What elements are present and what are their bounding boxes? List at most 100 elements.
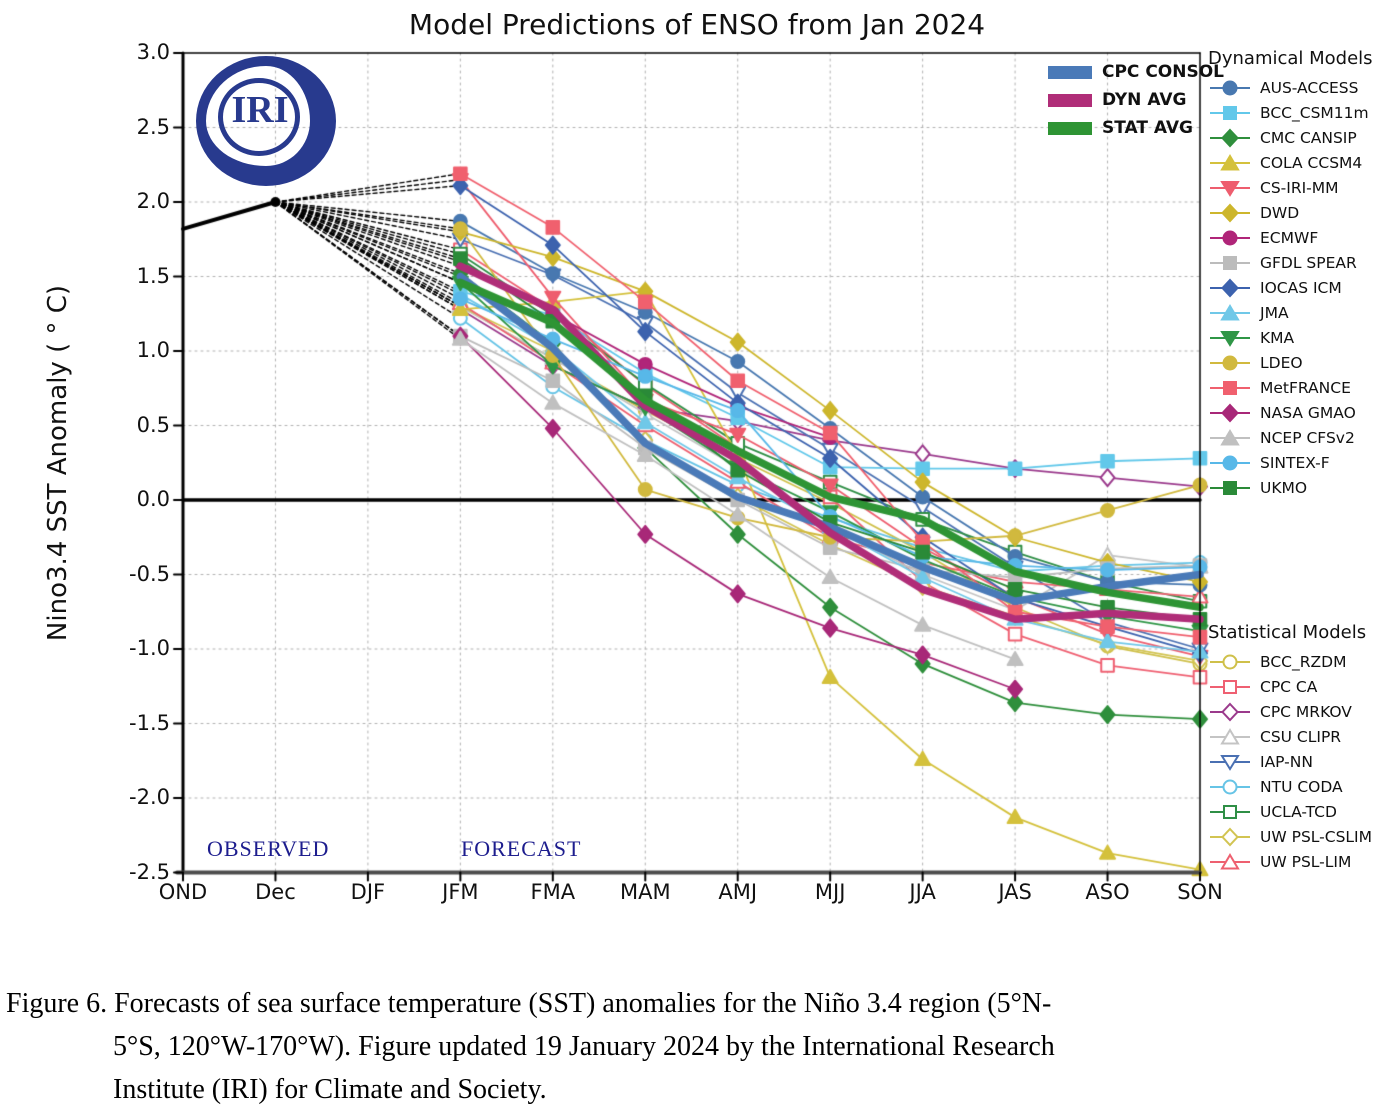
legend-item-label: CS-IRI-MM [1260, 178, 1339, 197]
dynamical-models-header: Dynamical Models [1208, 48, 1373, 69]
triangle-down-marker-icon [1210, 754, 1250, 771]
legend-item-label: UCLA-TCD [1260, 802, 1337, 821]
caption-line-2: 5°S, 120°W-170°W). Figure updated 19 Jan… [113, 1031, 1055, 1062]
legend-item: NASA GMAO [1208, 400, 1392, 425]
legend-item: IAP-NN [1208, 749, 1392, 774]
legend-item-label: JMA [1260, 303, 1289, 322]
y-tick-label: 1.0 [136, 338, 170, 362]
square-marker-icon [1210, 804, 1250, 819]
legend-item-label: DWD [1260, 203, 1300, 222]
statistical-models-header: Statistical Models [1208, 622, 1367, 643]
figure-caption: Figure 6. Forecasts of sea surface tempe… [0, 982, 1394, 1111]
x-tick-label: DJF [350, 880, 386, 904]
legend-item-label: CPC CA [1260, 677, 1318, 696]
iri-logo-text: IRI [231, 89, 289, 131]
legend-item: UW PSL-CSLIM [1208, 824, 1392, 849]
legend-item-label: BCC_RZDM [1260, 652, 1347, 671]
legend-item-label: GFDL SPEAR [1260, 253, 1357, 272]
statistical-models-panel: Statistical Models BCC_RZDM CPC CA CPC M… [1208, 622, 1392, 874]
y-tick-label: 1.5 [136, 263, 170, 288]
legend-item-label: CMC CANSIP [1260, 128, 1357, 147]
legend-item-label: LDEO [1260, 353, 1303, 372]
circle-marker-icon [1210, 779, 1250, 794]
legend-item: SINTEX-F [1208, 450, 1392, 475]
legend-item-label: AUS-ACCESS [1260, 78, 1359, 97]
legend-item: ECMWF [1208, 225, 1392, 250]
legend-item: MetFRANCE [1208, 375, 1392, 400]
iri-logo-inner-ring [218, 78, 300, 156]
avg-legend-item: STAT AVG [1048, 114, 1224, 142]
chart-title: Model Predictions of ENSO from Jan 2024 [408, 8, 986, 41]
avg-legend-label: STAT AVG [1102, 118, 1193, 138]
legend-item-label: CSU CLIPR [1260, 727, 1342, 746]
legend-item-label: BCC_CSM11m [1260, 103, 1369, 122]
triangle-up-marker-icon [1210, 428, 1250, 445]
legend-item-label: MetFRANCE [1260, 378, 1351, 397]
legend-item-label: CPC MRKOV [1260, 702, 1352, 721]
y-axis-label: Nino3.4 SST Anomaly ( ° C) [43, 284, 73, 642]
circle-marker-icon [1210, 355, 1250, 370]
legend-item-label: KMA [1260, 328, 1295, 347]
forecast-label: FORECAST [461, 836, 582, 861]
legend-item-label: ECMWF [1260, 228, 1319, 247]
legend-item-label: IOCAS ICM [1260, 278, 1342, 297]
legend-item-label: UW PSL-CSLIM [1260, 827, 1372, 846]
circle-marker-icon [1210, 230, 1250, 245]
legend-item: AUS-ACCESS [1208, 75, 1392, 100]
legend-item: CPC MRKOV [1208, 699, 1392, 724]
legend-item: UW PSL-LIM [1208, 849, 1392, 874]
statistical-models-list: BCC_RZDM CPC CA CPC MRKOV CSU CLIPR IAP-… [1208, 649, 1392, 874]
legend-item: UCLA-TCD [1208, 799, 1392, 824]
legend-item: LDEO [1208, 350, 1392, 375]
legend-item: UKMO [1208, 475, 1392, 500]
legend-item-label: UW PSL-LIM [1260, 852, 1352, 871]
legend-item: BCC_RZDM [1208, 649, 1392, 674]
legend-item: DWD [1208, 200, 1392, 225]
avg-legend-label: CPC CONSOL [1102, 62, 1225, 82]
legend-item: NCEP CFSv2 [1208, 425, 1392, 450]
circle-marker-icon [1210, 654, 1250, 669]
diamond-marker-icon [1210, 278, 1250, 297]
triangle-down-marker-icon [1210, 180, 1250, 197]
dynamical-models-list: AUS-ACCESS BCC_CSM11m CMC CANSIP COLA CC… [1208, 75, 1392, 500]
caption-line-1: Figure 6. Forecasts of sea surface tempe… [6, 988, 1052, 1019]
x-tick-label: ASO [1085, 880, 1130, 904]
triangle-up-marker-icon [1210, 153, 1250, 170]
legend-item-label: NTU CODA [1260, 777, 1343, 796]
square-marker-icon [1210, 255, 1250, 270]
legend-item: CMC CANSIP [1208, 125, 1392, 150]
square-marker-icon [1210, 105, 1250, 120]
x-tick-label: JFM [442, 880, 479, 904]
x-tick-label: MJJ [814, 880, 846, 904]
legend-item-label: COLA CCSM4 [1260, 153, 1363, 172]
y-tick-label: 0.5 [136, 412, 170, 437]
y-tick-label: -0.5 [129, 561, 170, 586]
legend-item: JMA [1208, 300, 1392, 325]
legend-item: BCC_CSM11m [1208, 100, 1392, 125]
x-tick-label: JJA [909, 880, 936, 904]
square-marker-icon [1210, 480, 1250, 495]
caption-line-3: Institute (IRI) for Climate and Society. [113, 1074, 547, 1105]
triangle-up-marker-icon [1210, 727, 1250, 744]
x-tick-label: OND [158, 880, 208, 904]
y-tick-label: -1.0 [129, 636, 170, 660]
avg-legend-label: DYN AVG [1102, 90, 1187, 110]
y-tick-label: 3.0 [136, 40, 170, 64]
x-tick-label: MAM [619, 880, 671, 904]
x-tick-label: SON [1177, 880, 1223, 904]
dynamical-models-panel: Dynamical Models AUS-ACCESS BCC_CSM11m C… [1208, 48, 1392, 500]
x-tick-label: AMJ [718, 880, 758, 904]
iri-logo: IRI [196, 56, 338, 192]
triangle-up-marker-icon [1210, 303, 1250, 320]
legend-item: KMA [1208, 325, 1392, 350]
x-tick-label: JAS [998, 880, 1032, 904]
avg-legend-swatch [1048, 121, 1092, 135]
legend-item: IOCAS ICM [1208, 275, 1392, 300]
avg-legend-swatch [1048, 65, 1092, 79]
diamond-marker-icon [1210, 128, 1250, 147]
x-tick-label: FMA [530, 880, 576, 904]
observed-label: OBSERVED [207, 836, 330, 861]
diamond-marker-icon [1210, 203, 1250, 222]
square-marker-icon [1210, 679, 1250, 694]
